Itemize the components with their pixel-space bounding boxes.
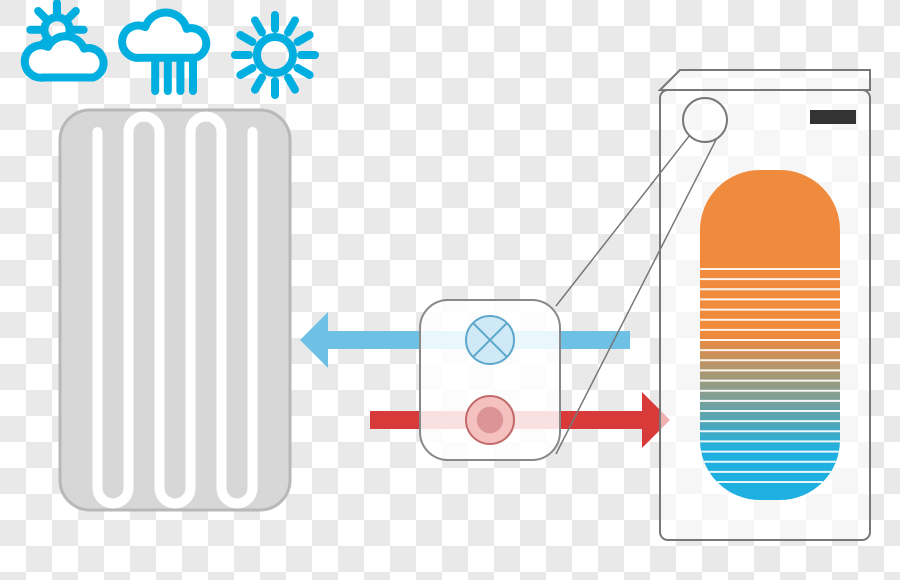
unit-slot bbox=[810, 110, 856, 124]
collector-panel bbox=[60, 110, 290, 510]
valve-box bbox=[420, 300, 560, 460]
water-tank bbox=[700, 170, 840, 500]
hot-valve-icon bbox=[466, 396, 514, 444]
cold-valve-icon bbox=[466, 316, 514, 364]
diagram-canvas bbox=[0, 0, 900, 580]
